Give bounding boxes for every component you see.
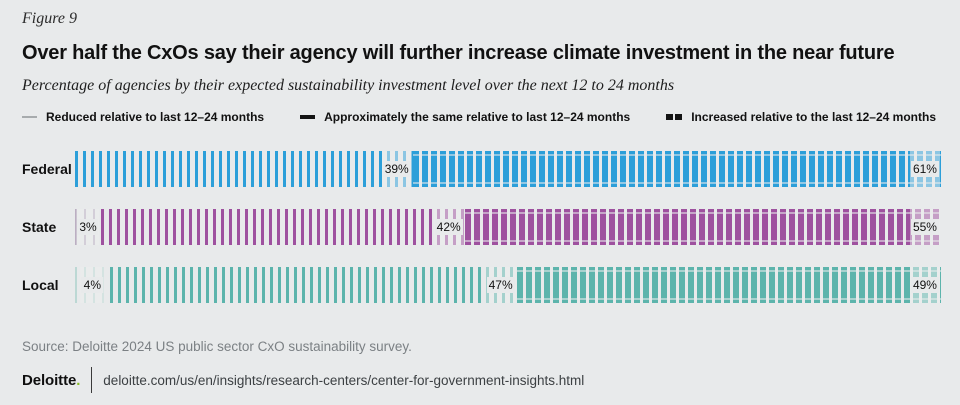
legend-item-same: Approximately the same relative to last … (300, 110, 630, 124)
bar-local: 4% 47% 49% (75, 267, 941, 303)
value-label: 55% (909, 209, 940, 245)
bar-state: 3% 42% 55% (75, 209, 941, 245)
footer-divider (91, 367, 93, 393)
legend-label: Increased relative to the last 12–24 mon… (691, 110, 936, 124)
legend-item-reduced: Reduced relative to last 12–24 months (22, 110, 264, 124)
chart-subtitle: Percentage of agencies by their expected… (22, 77, 675, 94)
bar-row-local: Local 4% 47% 49% (22, 267, 941, 303)
row-label: Federal (22, 161, 72, 177)
bar-federal: 39% 61% (75, 151, 941, 187)
medium-dash-icon (300, 115, 316, 119)
stacked-bar-chart: Federal 39% 61% State 3% 42% 55% Local 4% 47… (22, 151, 941, 303)
logo-green-dot: . (76, 371, 81, 389)
value-label: 39% (381, 151, 412, 187)
segment-same: 39% (75, 151, 413, 187)
segment-same: 47% (109, 267, 517, 303)
segment-increased: 55% (464, 209, 941, 245)
bar-row-state: State 3% 42% 55% (22, 209, 941, 245)
chart-title: Over half the CxOs say their agency will… (22, 42, 895, 64)
figure-number: Figure 9 (22, 10, 77, 27)
segment-reduced: 3% (75, 209, 101, 245)
segment-reduced: 4% (75, 267, 110, 303)
legend-label: Approximately the same relative to last … (324, 110, 631, 124)
row-label: Local (22, 277, 59, 293)
segment-increased: 49% (516, 267, 941, 303)
value-label: 47% (485, 267, 516, 303)
value-label: 49% (909, 267, 940, 303)
row-label: State (22, 219, 57, 235)
value-label: 61% (909, 151, 940, 187)
value-label: 4% (80, 267, 104, 303)
deloitte-logo: Deloitte. (22, 371, 81, 389)
thick-dash-icon (666, 114, 683, 120)
value-label: 3% (76, 209, 100, 245)
legend: Reduced relative to last 12–24 months Ap… (22, 109, 941, 125)
thin-dash-icon (22, 116, 37, 118)
footer-url[interactable]: deloitte.com/us/en/insights/research-cen… (103, 372, 585, 388)
source-note: Source: Deloitte 2024 US public sector C… (22, 339, 412, 354)
bar-row-federal: Federal 39% 61% (22, 151, 941, 187)
legend-label: Reduced relative to last 12–24 months (46, 110, 265, 124)
segment-increased: 61% (412, 151, 941, 187)
footer: Deloitte. deloitte.com/us/en/insights/re… (22, 367, 941, 393)
segment-same: 42% (100, 209, 465, 245)
legend-item-increased: Increased relative to the last 12–24 mon… (666, 110, 936, 124)
value-label: 42% (433, 209, 464, 245)
